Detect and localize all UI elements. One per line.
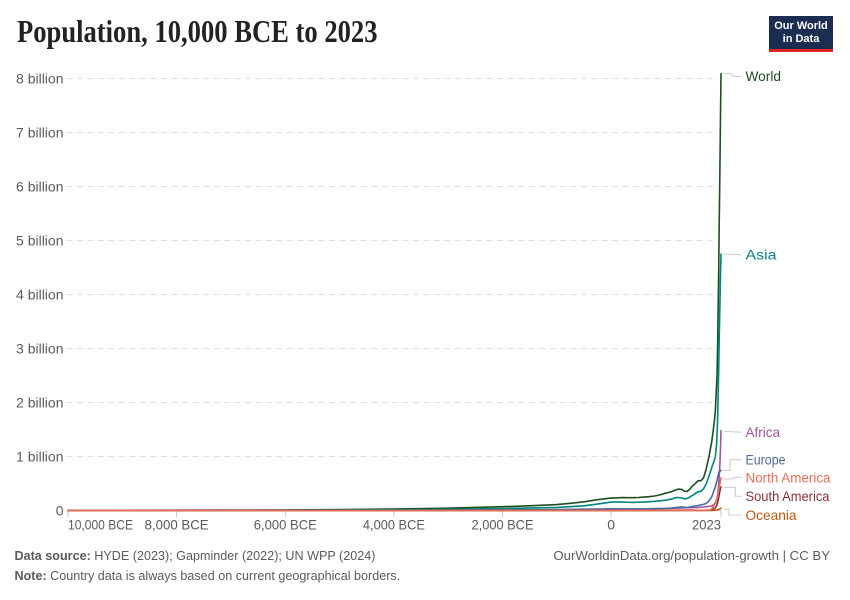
svg-text:3 billion: 3 billion (16, 341, 63, 357)
svg-text:4 billion: 4 billion (16, 287, 63, 303)
svg-text:2023: 2023 (692, 517, 721, 533)
svg-text:4,000 BCE: 4,000 BCE (363, 517, 425, 533)
svg-text:2,000 BCE: 2,000 BCE (472, 517, 534, 533)
svg-text:South America: South America (746, 488, 830, 504)
svg-text:Oceania: Oceania (746, 507, 797, 523)
svg-text:8,000 BCE: 8,000 BCE (145, 517, 209, 533)
svg-text:Europe: Europe (746, 452, 786, 468)
svg-text:0: 0 (56, 503, 64, 519)
svg-text:World: World (746, 68, 782, 84)
svg-text:1 billion: 1 billion (16, 449, 63, 465)
svg-text:10,000 BCE: 10,000 BCE (68, 517, 133, 533)
svg-text:7 billion: 7 billion (16, 125, 63, 141)
svg-text:0: 0 (607, 517, 615, 533)
svg-text:North America: North America (746, 469, 831, 485)
svg-text:8 billion: 8 billion (16, 71, 63, 87)
svg-text:Asia: Asia (746, 247, 777, 263)
svg-text:2 billion: 2 billion (16, 395, 63, 411)
svg-text:5 billion: 5 billion (16, 233, 63, 249)
svg-text:6 billion: 6 billion (16, 179, 63, 195)
svg-text:Africa: Africa (746, 424, 781, 440)
svg-text:6,000 BCE: 6,000 BCE (254, 517, 317, 533)
